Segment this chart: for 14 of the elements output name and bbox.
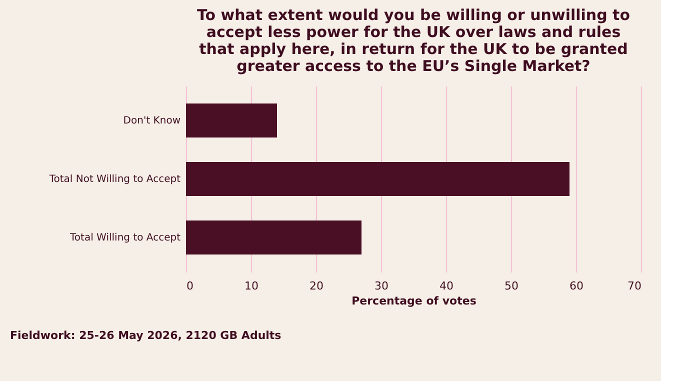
y-tick-label: Total Willing to Accept [69, 232, 181, 244]
x-tick-label: 60 [570, 280, 584, 292]
x-tick-label: 50 [504, 280, 518, 292]
chart-title: To what extent would you be willing or unwilling to accept less power for the UK over laws and rules that apply here, in return for the UK to be granted greater access to the EU’s Single Market? [196, 6, 630, 75]
x-axis-title: Percentage of votes [352, 294, 477, 308]
x-tick-label: 70 [628, 280, 642, 292]
x-tick-label: 0 [186, 280, 194, 292]
text: Fieldwork: 25-26 May 2026, 2120 GB Adults [10, 329, 282, 342]
x-tick-label: 20 [310, 280, 324, 292]
x-tick-label: 10 [244, 280, 258, 292]
y-tick-label: Total Not Willing to Accept [48, 174, 181, 185]
x-tick-label: 30 [374, 280, 388, 292]
y-tick-label: Don't Know [123, 116, 180, 127]
x-tick-label: 40 [440, 280, 454, 292]
